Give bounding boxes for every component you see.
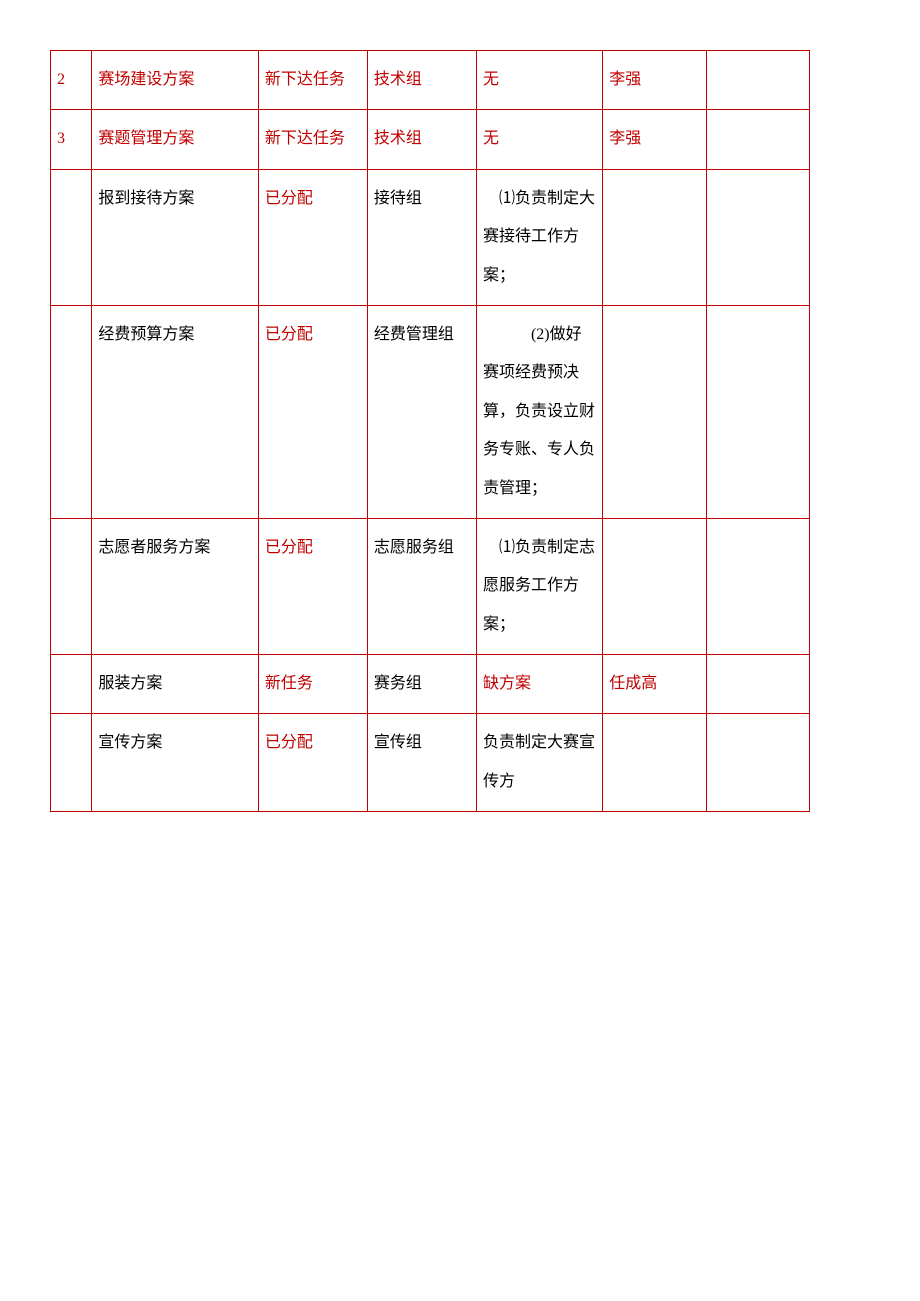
extra <box>706 518 809 654</box>
extra <box>706 305 809 518</box>
status: 已分配 <box>258 714 367 812</box>
group: 宣传组 <box>367 714 476 812</box>
table-row: 服装方案 新任务 赛务组 缺方案 任成高 <box>51 655 810 714</box>
row-num <box>51 305 92 518</box>
row-num <box>51 714 92 812</box>
status: 已分配 <box>258 169 367 305</box>
table-row: 经费预算方案 已分配 经费管理组 (2)做好赛项经费预决算，负责设立财务专账、专… <box>51 305 810 518</box>
group: 接待组 <box>367 169 476 305</box>
status: 已分配 <box>258 305 367 518</box>
description: 缺方案 <box>476 655 602 714</box>
row-num <box>51 518 92 654</box>
owner <box>603 518 706 654</box>
table-row: 2 赛场建设方案 新下达任务 技术组 无 李强 <box>51 51 810 110</box>
extra <box>706 110 809 169</box>
owner <box>603 169 706 305</box>
description: 无 <box>476 51 602 110</box>
extra <box>706 714 809 812</box>
status: 已分配 <box>258 518 367 654</box>
row-num: 3 <box>51 110 92 169</box>
plan-name: 服装方案 <box>92 655 258 714</box>
status: 新任务 <box>258 655 367 714</box>
row-num <box>51 655 92 714</box>
owner: 李强 <box>603 110 706 169</box>
description: 负责制定大赛宣传方 <box>476 714 602 812</box>
table-row: 宣传方案 已分配 宣传组 负责制定大赛宣传方 <box>51 714 810 812</box>
owner <box>603 305 706 518</box>
group: 技术组 <box>367 110 476 169</box>
description: ⑴负责制定大赛接待工作方案； <box>476 169 602 305</box>
plan-name: 报到接待方案 <box>92 169 258 305</box>
extra <box>706 169 809 305</box>
group: 志愿服务组 <box>367 518 476 654</box>
table-row: 志愿者服务方案 已分配 志愿服务组 ⑴负责制定志愿服务工作方案； <box>51 518 810 654</box>
table-row: 3 赛题管理方案 新下达任务 技术组 无 李强 <box>51 110 810 169</box>
group: 经费管理组 <box>367 305 476 518</box>
row-num: 2 <box>51 51 92 110</box>
plan-name-text: 报到接待方案 <box>98 190 194 207</box>
plan-name: 志愿者服务方案 <box>92 518 258 654</box>
plan-name: 赛场建设方案 <box>92 51 258 110</box>
description: ⑴负责制定志愿服务工作方案； <box>476 518 602 654</box>
plan-name: 经费预算方案 <box>92 305 258 518</box>
description: (2)做好赛项经费预决算，负责设立财务专账、专人负责管理； <box>476 305 602 518</box>
plan-name: 赛题管理方案 <box>92 110 258 169</box>
group: 技术组 <box>367 51 476 110</box>
owner: 任成高 <box>603 655 706 714</box>
plan-name: 宣传方案 <box>92 714 258 812</box>
group: 赛务组 <box>367 655 476 714</box>
owner <box>603 714 706 812</box>
task-table: 2 赛场建设方案 新下达任务 技术组 无 李强 3 赛题管理方案 新下达任务 技… <box>50 50 810 812</box>
extra <box>706 655 809 714</box>
status: 新下达任务 <box>258 51 367 110</box>
row-num <box>51 169 92 305</box>
status: 新下达任务 <box>258 110 367 169</box>
owner: 李强 <box>603 51 706 110</box>
table-row: 报到接待方案 已分配 接待组 ⑴负责制定大赛接待工作方案； <box>51 169 810 305</box>
extra <box>706 51 809 110</box>
description: 无 <box>476 110 602 169</box>
